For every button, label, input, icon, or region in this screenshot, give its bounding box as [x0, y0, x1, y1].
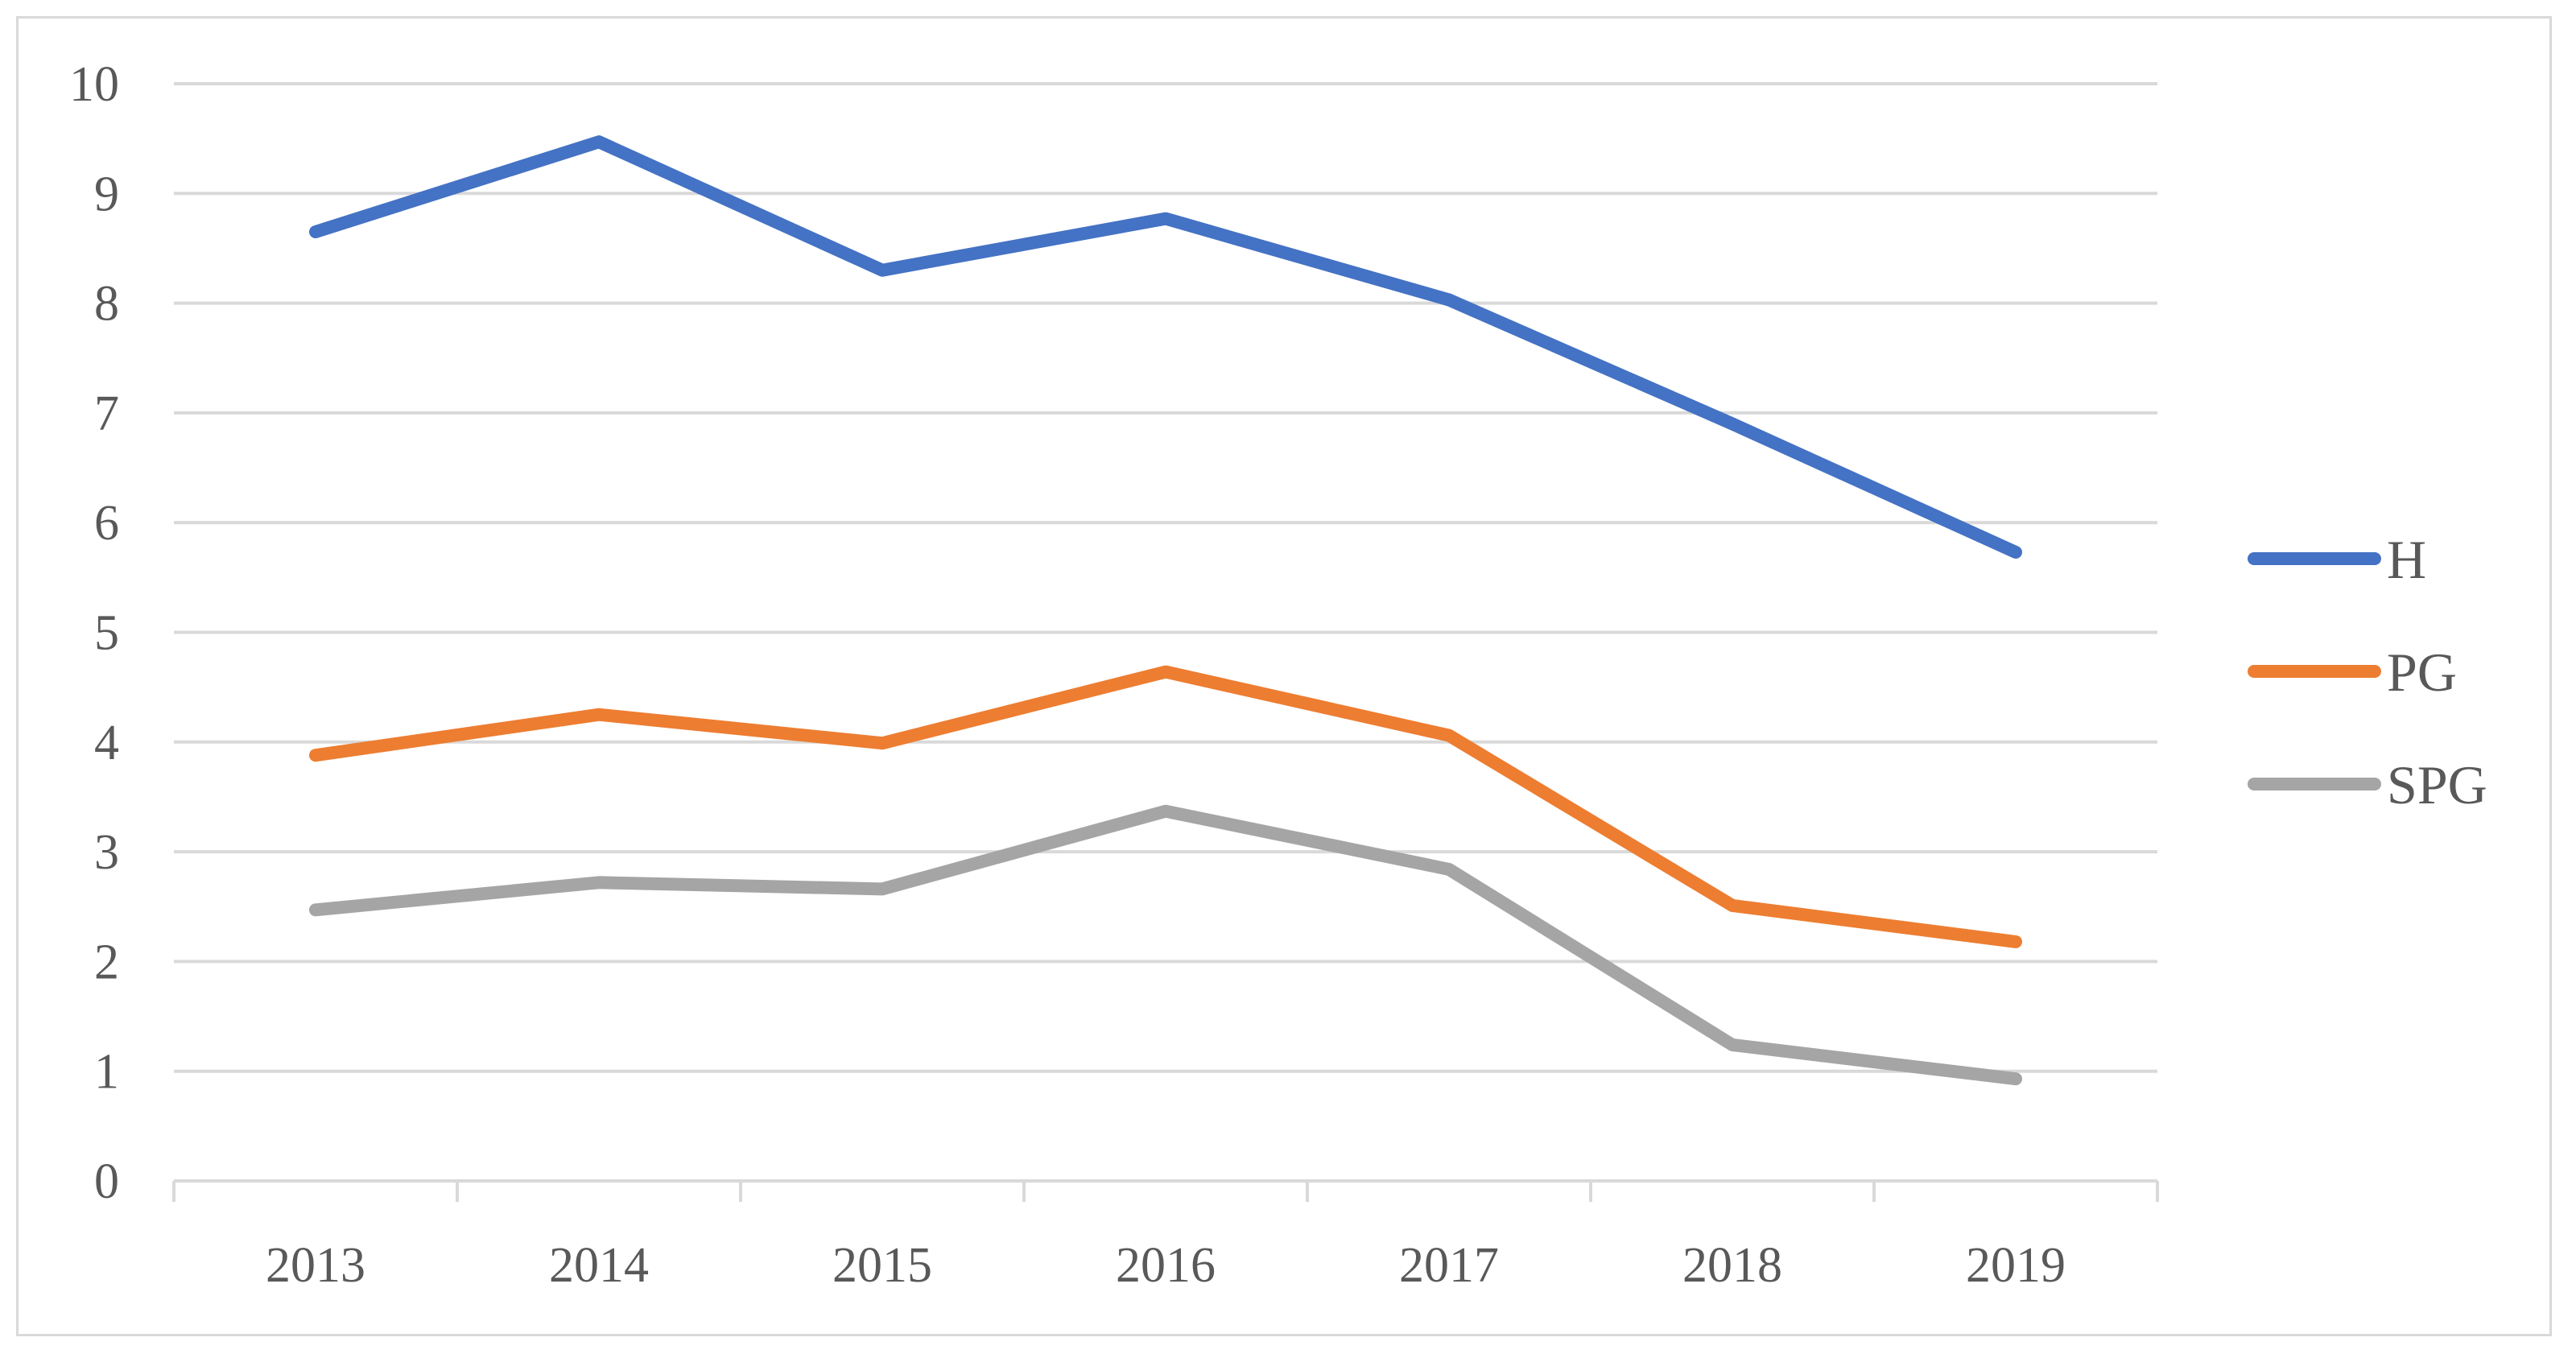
- x-axis-tick-labels: 2013 2014 2015 2016 2017 2018 2019: [266, 1238, 2066, 1293]
- legend-label-spg: SPG: [2387, 754, 2487, 815]
- x-tick-label-2018: 2018: [1682, 1238, 1782, 1293]
- y-tick-label-8: 8: [94, 277, 119, 332]
- y-tick-label-0: 0: [94, 1154, 119, 1209]
- legend-label-h: H: [2387, 529, 2426, 590]
- x-tick-label-2015: 2015: [832, 1238, 932, 1293]
- y-tick-label-10: 10: [69, 57, 119, 112]
- y-tick-label-5: 5: [94, 606, 119, 661]
- x-tick-label-2019: 2019: [1966, 1238, 2066, 1293]
- x-axis: [174, 1181, 2157, 1202]
- y-tick-label-2: 2: [94, 935, 119, 989]
- y-tick-label-1: 1: [94, 1045, 119, 1100]
- y-tick-label-4: 4: [94, 716, 119, 770]
- x-tick-label-2016: 2016: [1116, 1238, 1216, 1293]
- y-tick-label-9: 9: [94, 167, 119, 221]
- x-tick-label-2013: 2013: [266, 1238, 365, 1293]
- x-tick-label-2014: 2014: [549, 1238, 649, 1293]
- y-tick-label-3: 3: [94, 825, 119, 880]
- series-lines: [316, 142, 2016, 1079]
- line-chart: 012345678910 2013 2014 2015 2016 2017 2018 201…: [0, 0, 2576, 1354]
- series-line-h: [316, 142, 2016, 552]
- y-tick-label-7: 7: [94, 386, 119, 441]
- legend-label-pg: PG: [2387, 642, 2457, 703]
- y-axis-tick-labels: 0 1 2 3 4 5 6 7 8 9 10: [69, 57, 119, 1209]
- x-tick-label-2017: 2017: [1399, 1238, 1499, 1293]
- legend: H PG SPG: [2254, 529, 2487, 815]
- y-tick-label-6: 6: [94, 496, 119, 551]
